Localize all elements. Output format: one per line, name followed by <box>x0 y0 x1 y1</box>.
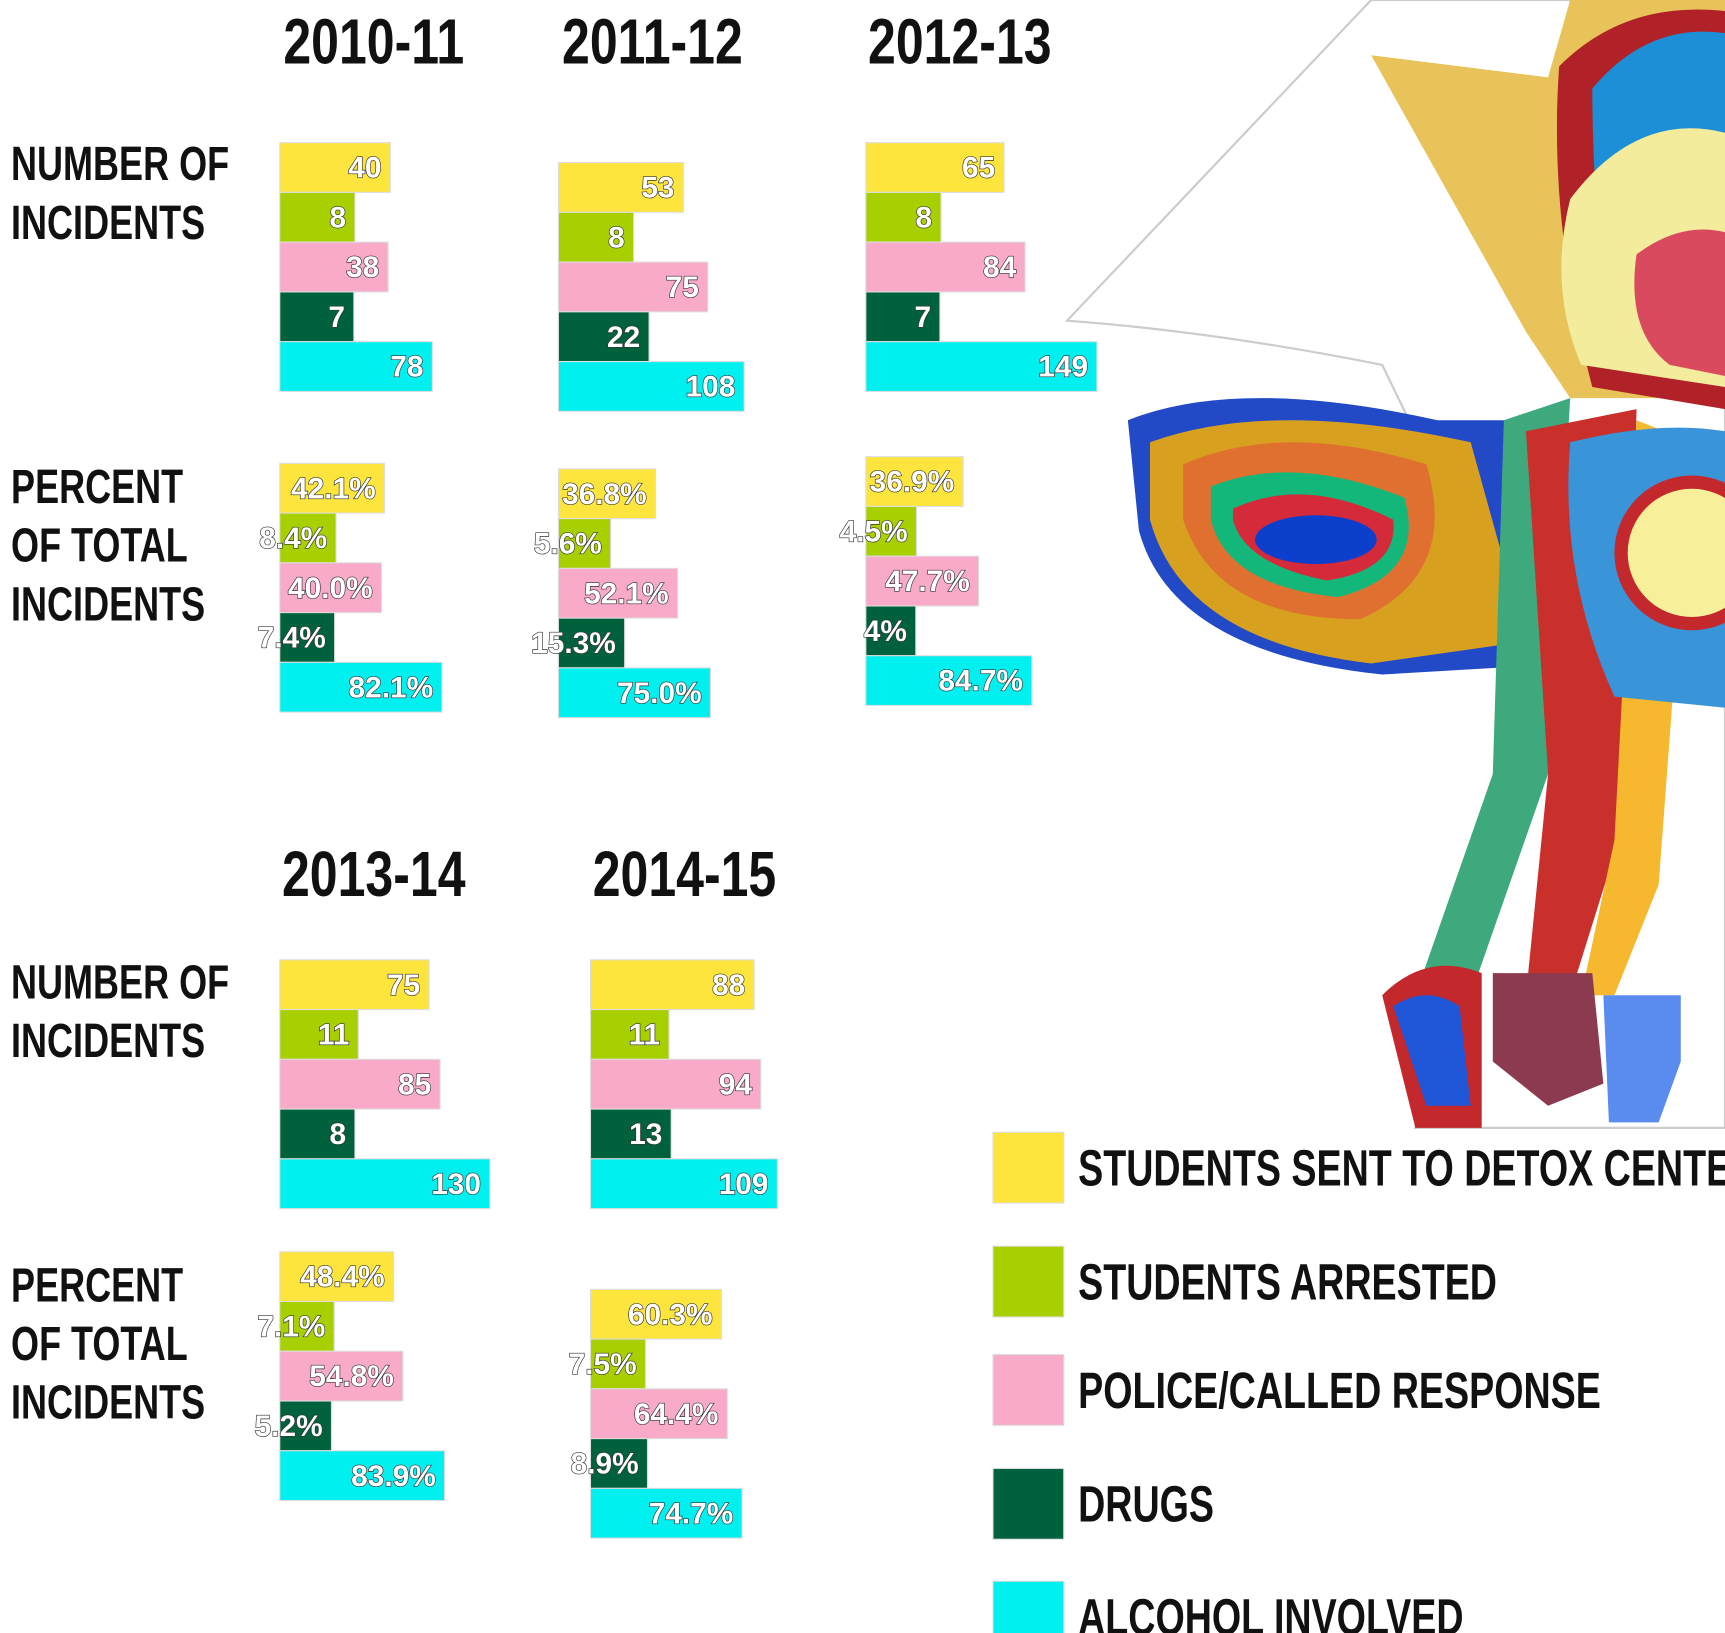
value-label: 13 <box>629 1118 662 1151</box>
value-label: 75.0% <box>617 677 702 710</box>
value-label: 54.8% <box>309 1360 394 1393</box>
value-label: 74.7% <box>649 1497 734 1530</box>
value-label: 64.4% <box>634 1398 719 1431</box>
value-label: 7 <box>328 301 345 334</box>
value-label: 53 <box>641 172 674 205</box>
chart-title: 2012-13 <box>868 7 1052 78</box>
decoration <box>1067 0 1725 1128</box>
chart-title: 2010-11 <box>283 7 464 78</box>
legend-text-group: ALCOHOL INVOLVED <box>1078 1589 1463 1633</box>
value-label: 52.1% <box>584 577 669 610</box>
value-label: 38 <box>346 251 379 284</box>
legend-label: STUDENTS SENT TO DETOX CENTER <box>1078 1140 1725 1197</box>
row-label: NUMBER OF INCIDENTS <box>11 953 240 1070</box>
value-label: 82.1% <box>349 671 434 704</box>
year-title-group: 2011-12 <box>562 7 743 78</box>
value-label: 8 <box>608 221 625 254</box>
value-label: 7.1% <box>257 1310 325 1343</box>
value-label: 130 <box>431 1168 481 1201</box>
value-label: 4% <box>864 615 907 648</box>
value-label: 65 <box>962 152 995 185</box>
value-label: 149 <box>1038 351 1088 384</box>
value-label: 40 <box>348 152 381 185</box>
value-label: 47.7% <box>885 565 970 598</box>
legend-label: STUDENTS ARRESTED <box>1078 1254 1497 1311</box>
value-label: 36.9% <box>870 466 955 499</box>
value-label: 42.1% <box>291 472 376 505</box>
legend-text-group: STUDENTS SENT TO DETOX CENTER <box>1078 1140 1725 1197</box>
legend-label: ALCOHOL INVOLVED <box>1078 1589 1463 1633</box>
legend-swatch <box>993 1132 1064 1203</box>
value-label: 109 <box>719 1168 769 1201</box>
chart-title: 2013-14 <box>282 839 466 910</box>
value-label: 8 <box>916 201 933 234</box>
value-label: 75 <box>666 271 699 304</box>
value-label: 8.9% <box>571 1448 639 1481</box>
value-label: 15.3% <box>531 627 616 660</box>
value-label: 78 <box>390 351 423 384</box>
legend-label: POLICE/CALLED RESPONSE <box>1078 1362 1601 1419</box>
value-label: 11 <box>318 1019 350 1052</box>
value-label: 5.6% <box>534 528 602 561</box>
value-label: 8 <box>329 201 346 234</box>
page: 2010-114083877842.1%8.4%40.0%7.4%82.1%20… <box>0 0 1725 1633</box>
value-label: 7.4% <box>258 622 326 655</box>
legend-swatch <box>993 1468 1064 1539</box>
infographic: 2010-114083877842.1%8.4%40.0%7.4%82.1%20… <box>0 0 1725 1633</box>
row-label: PERCENT OF TOTAL INCIDENTS <box>11 458 240 634</box>
chart-title: 2014-15 <box>593 839 777 910</box>
value-label: 83.9% <box>351 1460 436 1493</box>
value-label: 48.4% <box>300 1261 385 1294</box>
value-label: 8 <box>329 1118 346 1151</box>
row-label: NUMBER OF INCIDENTS <box>11 135 240 252</box>
legend-swatch <box>993 1246 1064 1317</box>
year-title-group: 2010-11 <box>283 7 464 78</box>
value-label: 22 <box>607 321 640 354</box>
row-label: PERCENT OF TOTAL INCIDENTS <box>11 1256 240 1432</box>
value-label: 108 <box>686 371 736 404</box>
value-label: 60.3% <box>628 1298 713 1331</box>
value-label: 5.2% <box>255 1410 323 1443</box>
legend-swatch <box>993 1355 1064 1426</box>
value-label: 40.0% <box>288 572 373 605</box>
value-label: 85 <box>398 1068 431 1101</box>
value-label: 4.5% <box>840 515 908 548</box>
legend-text-group: STUDENTS ARRESTED <box>1078 1254 1497 1311</box>
chart: 2010-114083877842.1%8.4%40.0%7.4%82.1%20… <box>0 0 1725 1633</box>
value-label: 7.5% <box>569 1348 637 1381</box>
value-label: 88 <box>712 969 745 1002</box>
legend-swatch <box>993 1581 1064 1633</box>
value-label: 75 <box>387 969 420 1002</box>
value-label: 36.8% <box>562 478 647 511</box>
year-title-group: 2012-13 <box>868 7 1052 78</box>
value-label: 84.7% <box>938 665 1023 698</box>
value-label: 7 <box>914 301 931 334</box>
legend-text-group: POLICE/CALLED RESPONSE <box>1078 1362 1601 1419</box>
year-title-group: 2013-14 <box>282 839 466 910</box>
value-label: 8.4% <box>259 522 327 555</box>
chart-title: 2011-12 <box>562 7 743 78</box>
year-title-group: 2014-15 <box>593 839 777 910</box>
legend-label: DRUGS <box>1078 1476 1214 1533</box>
value-label: 11 <box>629 1019 661 1052</box>
value-label: 84 <box>983 251 1017 284</box>
legend-text-group: DRUGS <box>1078 1476 1214 1533</box>
value-label: 94 <box>719 1068 753 1101</box>
